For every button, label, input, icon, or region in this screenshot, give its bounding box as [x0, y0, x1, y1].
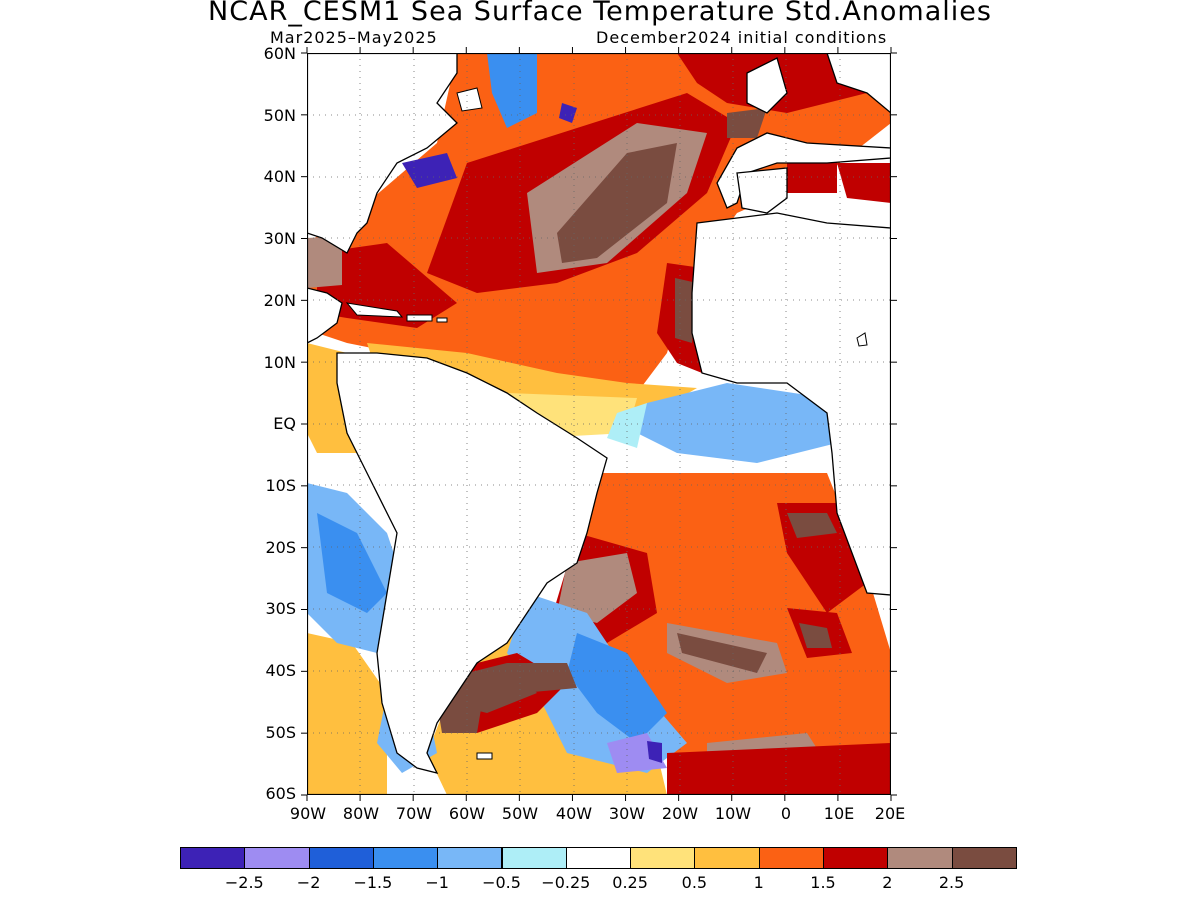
lat-tick-label: 50N — [263, 106, 296, 125]
lon-tick-label: 10E — [823, 804, 855, 823]
lon-tick-label: 20W — [661, 804, 699, 823]
cuba — [345, 302, 404, 318]
colorbar-label: −1 — [425, 873, 449, 892]
hispaniola — [406, 314, 433, 322]
british-isles — [746, 57, 788, 114]
madagascar-edge — [856, 332, 868, 347]
colorbar-swatch — [887, 847, 953, 869]
patch-falklands-max — [437, 703, 482, 733]
north-america — [307, 53, 458, 254]
central-america — [307, 287, 343, 344]
lat-tick-label: 20N — [263, 291, 296, 310]
patch-sw-atlantic-deepest — [647, 741, 662, 763]
lon-tick-label: 30W — [608, 804, 646, 823]
islands — [345, 87, 868, 760]
colorbar-swatch — [951, 847, 1017, 869]
south-america — [336, 352, 608, 774]
colorbar-label: 2.5 — [938, 873, 965, 892]
lon-tick-label: 60W — [448, 804, 486, 823]
colorbar-swatch — [630, 847, 696, 869]
lon-tick-label: 70W — [395, 804, 433, 823]
colorbar-swatch — [823, 847, 889, 869]
newfoundland — [456, 87, 483, 112]
se-pacific-cool-core — [317, 513, 387, 613]
europe — [716, 132, 891, 209]
colorbar-swatch — [565, 847, 632, 869]
patch-southern-ocean-max — [677, 633, 767, 673]
colorbar-label: 2 — [882, 873, 893, 892]
colorbar-label: 1 — [753, 873, 764, 892]
colorbar-label: −2.5 — [224, 873, 264, 892]
africa — [691, 212, 891, 596]
lon-tick-label: 90W — [289, 804, 327, 823]
initial-conditions: December2024 initial conditions — [596, 28, 888, 47]
colorbar-label: −0.25 — [541, 873, 591, 892]
colorbar-label: 0.25 — [612, 873, 648, 892]
colorbar-swatch — [758, 847, 824, 869]
colorbar-swatch — [308, 847, 374, 869]
scandinavia — [826, 53, 891, 114]
patch-labrador-cool — [487, 53, 537, 128]
colorbar-swatch — [244, 847, 310, 869]
lon-tick-label: 0 — [780, 804, 792, 823]
patch-gulf-of-maine-cool — [402, 153, 457, 188]
lat-tick-label: 50S — [265, 723, 296, 742]
patch-north-atlantic-max — [557, 143, 677, 263]
map-grid — [307, 53, 891, 795]
lat-tick-label: 10S — [265, 476, 296, 495]
patch-sw-atlantic-core — [567, 633, 667, 743]
lat-tick-label: 20S — [265, 538, 296, 557]
patch-south-atlantic-2.5 — [557, 553, 637, 623]
patch-gulf-max — [307, 236, 342, 288]
patch-angola-max — [787, 513, 837, 538]
patch-benguela-max — [799, 623, 832, 648]
lon-tick-label: 20E — [874, 804, 906, 823]
lon-tick-label: 10W — [714, 804, 752, 823]
figure-title: NCAR_CESM1 Sea Surface Temperature Std.A… — [208, 0, 992, 27]
lon-tick-label: 40W — [555, 804, 593, 823]
colorbar-swatch — [501, 847, 567, 869]
lon-tick-label: 80W — [342, 804, 380, 823]
map-frame — [307, 53, 891, 795]
colorbar-label: 1.5 — [810, 873, 836, 892]
puerto-rico — [436, 317, 448, 323]
colorbar-swatch — [437, 847, 503, 869]
axis-ticks — [301, 47, 897, 801]
lon-tick-label: 50W — [501, 804, 539, 823]
colorbar-label: −1.5 — [353, 873, 393, 892]
lat-tick-label: 60S — [265, 784, 296, 803]
se-pacific-warm-field — [307, 633, 387, 795]
land-masses — [307, 53, 891, 774]
falkland-islands — [476, 752, 493, 760]
colorbar-swatch — [694, 847, 760, 869]
colorbar-swatch — [180, 847, 246, 869]
colorbar-label: 0.5 — [681, 873, 708, 892]
colorbar-label: −2 — [296, 873, 321, 892]
sst-anomaly-map — [307, 53, 891, 795]
lat-tick-label: EQ — [273, 414, 296, 433]
colorbar-swatch — [372, 847, 439, 869]
lat-tick-label: 30N — [263, 229, 296, 248]
lat-tick-label: 60N — [263, 44, 296, 63]
patch-mediterranean-east — [837, 163, 891, 203]
patch-biscay-max — [727, 108, 767, 138]
lat-tick-label: 40N — [263, 167, 296, 186]
patch-patagonia-shelf-max — [507, 663, 577, 693]
lat-tick-label: 10N — [263, 353, 296, 372]
patch-south-warm-belt — [667, 743, 891, 795]
iberia — [736, 167, 788, 214]
patch-equatorial-cool — [637, 383, 837, 463]
lat-tick-label: 40S — [265, 661, 296, 680]
lat-tick-label: 30S — [265, 599, 296, 618]
forecast-period: Mar2025–May2025 — [270, 28, 438, 47]
colorbar-label: −0.5 — [482, 873, 521, 892]
patch-labrador-core — [559, 103, 577, 123]
